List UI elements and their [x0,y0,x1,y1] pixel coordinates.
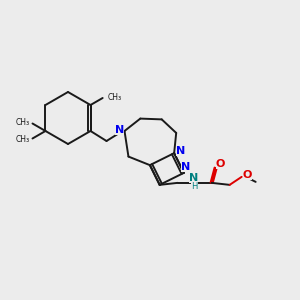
Text: CH₃: CH₃ [15,135,29,144]
Text: O: O [216,159,225,169]
Text: CH₃: CH₃ [15,118,29,127]
Text: N: N [189,173,198,183]
Text: O: O [243,170,252,180]
Text: CH₃: CH₃ [108,92,122,101]
Text: N: N [176,146,185,156]
Text: H: H [191,182,198,191]
Text: N: N [181,162,190,172]
Text: N: N [115,125,124,135]
